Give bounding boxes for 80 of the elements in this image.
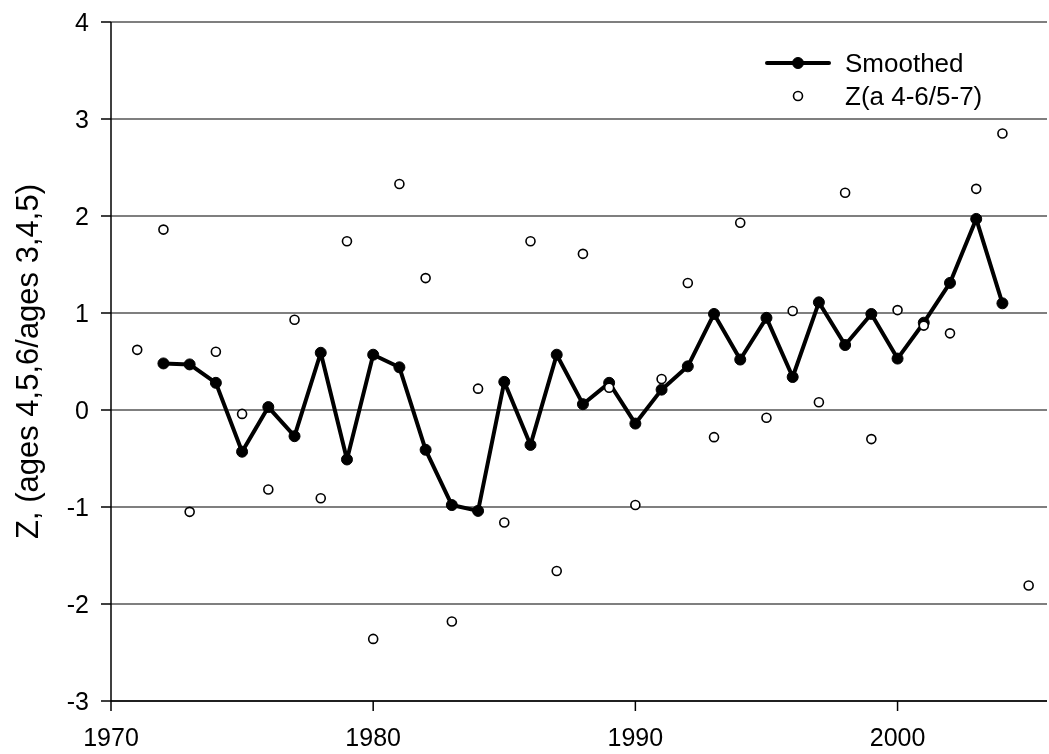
y-tick-label: 1 [75,298,89,327]
point [839,339,852,352]
point [813,396,825,408]
y-tick-label: -2 [66,589,89,618]
point [184,506,195,518]
point [209,376,222,389]
point [472,504,485,517]
point [1023,580,1034,591]
point [393,361,406,374]
point [158,224,169,235]
y-tick-label: 3 [75,104,89,133]
point [839,187,851,199]
point [655,383,668,396]
point [157,357,170,370]
point [681,360,694,373]
point [498,375,511,388]
point [892,304,903,316]
point [446,616,458,627]
x-tick-label: 1990 [607,722,664,751]
point [131,344,143,356]
point [524,438,537,451]
point [550,348,563,361]
point [289,314,300,326]
y-tick-label: 2 [75,201,89,230]
point [236,408,248,420]
point [315,492,327,504]
point [865,307,878,320]
y-tick-label: 0 [75,395,89,424]
point [682,277,694,289]
point [944,328,956,339]
y-tick-label: -1 [66,492,89,521]
point [629,417,642,430]
point [708,307,721,320]
point [734,217,746,229]
legend-label: Smoothed [845,47,964,78]
point [367,633,379,645]
point [419,443,432,456]
point [943,276,956,289]
point [420,272,431,284]
point [576,398,589,411]
point [340,453,353,466]
point [183,358,196,371]
y-axis-title: Z, (ages 4,5,6/ages 3,4,5) [9,184,45,539]
point [997,128,1008,139]
legend-label: Z(a 4-6/5-7) [845,81,983,112]
y-tick-label: -3 [66,686,89,715]
point [262,401,275,414]
point [734,353,747,366]
point [210,346,222,358]
point [656,373,667,385]
point [288,430,301,443]
point [314,346,327,359]
x-tick-label: 1970 [83,722,139,751]
point [786,371,799,384]
point [970,183,982,195]
point [761,412,772,424]
x-tick-label: 2000 [869,722,926,751]
point [891,352,904,365]
point [708,431,720,443]
point [445,499,458,512]
point [760,311,773,324]
point [525,235,536,247]
point [498,517,510,528]
point [472,383,484,394]
x-tick-label: 1980 [345,722,401,751]
y-tick-label: 4 [75,7,90,36]
point [577,248,589,260]
point [630,499,641,511]
point [787,305,798,317]
point [970,212,983,225]
point [341,235,353,247]
point [394,178,405,190]
point [866,433,877,445]
point [236,445,249,458]
point [603,382,615,393]
point [263,484,274,495]
point [551,565,563,577]
point [996,297,1009,310]
point [812,296,825,309]
point [367,348,380,361]
